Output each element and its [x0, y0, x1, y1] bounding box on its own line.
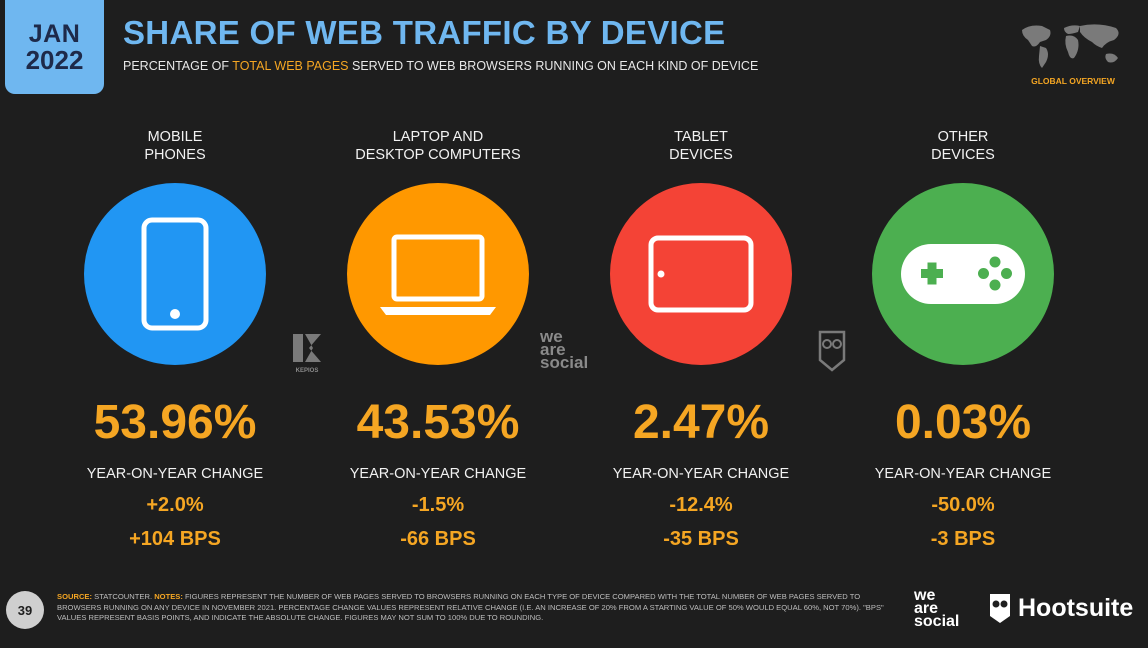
data-label-value: 2.47%: [632, 396, 770, 449]
hootsuite-label: Hootsuite: [1018, 593, 1134, 622]
device-column-tablet: TABLET DEVICES 2.47% YEAR-ON-YEAR CHANGE…: [570, 128, 832, 551]
source-text: STATCOUNTER.: [92, 592, 155, 601]
source-label: SOURCE:: [57, 592, 93, 601]
device-circle: [347, 183, 529, 365]
category-label: TABLET DEVICES: [669, 129, 733, 163]
yoy-percent: -1.5%: [411, 494, 465, 516]
gamepad-icon: [901, 244, 1025, 304]
notes-label: NOTES:: [154, 592, 183, 601]
owl-logo-icon: [818, 330, 846, 372]
yoy-percent: -50.0%: [931, 494, 995, 516]
yoy-bps: -66 BPS: [400, 528, 476, 550]
data-label-value: 0.03%: [894, 396, 1032, 449]
smartphone-icon: [141, 217, 209, 331]
device-circle: [610, 183, 792, 365]
subtitle-post: SERVED TO WEB BROWSERS RUNNING ON EACH K…: [348, 59, 759, 73]
tablet-icon: [648, 235, 754, 313]
device-circle: [84, 183, 266, 365]
hootsuite-logo: Hootsuite: [988, 592, 1133, 624]
date-year: 2022: [25, 45, 84, 75]
yoy-bps: -35 BPS: [663, 528, 739, 550]
page-number: 39: [6, 591, 44, 629]
device-column-other: OTHER DEVICES 0.03% YEAR-ON-YEAR CHANGE …: [832, 128, 1094, 551]
device-column-laptop: LAPTOP AND DESKTOP COMPUTERS 43.53% YEAR…: [307, 128, 569, 551]
date-badge: JAN 2022: [5, 0, 104, 94]
footnote: SOURCE: STATCOUNTER. NOTES: FIGURES REPR…: [57, 592, 897, 624]
device-circle: [872, 183, 1054, 365]
subtitle-pre: PERCENTAGE OF: [123, 59, 233, 73]
page-title: SHARE OF WEB TRAFFIC BY DEVICE: [123, 14, 726, 51]
category-label: MOBILE PHONES: [144, 129, 206, 163]
yoy-percent: +2.0%: [146, 494, 204, 516]
category-label: LAPTOP AND DESKTOP COMPUTERS: [355, 129, 521, 163]
page-subtitle: PERCENTAGE OF TOTAL WEB PAGES SERVED TO …: [123, 59, 758, 73]
we-are-social-watermark: we are social: [540, 327, 589, 372]
yoy-label: YEAR-ON-YEAR CHANGE: [349, 466, 527, 482]
owl-icon: [990, 594, 1010, 623]
we-are-social-logo: we are social: [914, 587, 960, 630]
kepios-logo-icon: [293, 334, 321, 362]
yoy-label: YEAR-ON-YEAR CHANGE: [86, 466, 264, 482]
device-column-mobile: MOBILE PHONES 53.96% YEAR-ON-YEAR CHANGE…: [44, 128, 306, 551]
yoy-bps: -3 BPS: [930, 528, 996, 550]
world-map-icon: [1022, 24, 1119, 68]
data-label-value: 43.53%: [356, 396, 520, 449]
date-month: JAN: [28, 20, 81, 48]
kepios-watermark: KEPIOS: [290, 332, 324, 374]
laptop-icon: [380, 234, 496, 315]
yoy-percent: -12.4%: [669, 494, 733, 516]
yoy-bps: +104 BPS: [129, 528, 221, 550]
kepios-label: KEPIOS: [295, 368, 319, 374]
notes-text: FIGURES REPRESENT THE NUMBER OF WEB PAGE…: [57, 592, 884, 622]
yoy-label: YEAR-ON-YEAR CHANGE: [612, 466, 790, 482]
region-label: GLOBAL OVERVIEW: [1031, 76, 1115, 86]
subtitle-highlight: TOTAL WEB PAGES: [232, 59, 349, 73]
we-are-social-logo-text: we are social: [914, 587, 960, 630]
yoy-label: YEAR-ON-YEAR CHANGE: [874, 466, 1052, 482]
category-label: OTHER DEVICES: [931, 129, 995, 163]
data-label-value: 53.96%: [93, 396, 257, 449]
